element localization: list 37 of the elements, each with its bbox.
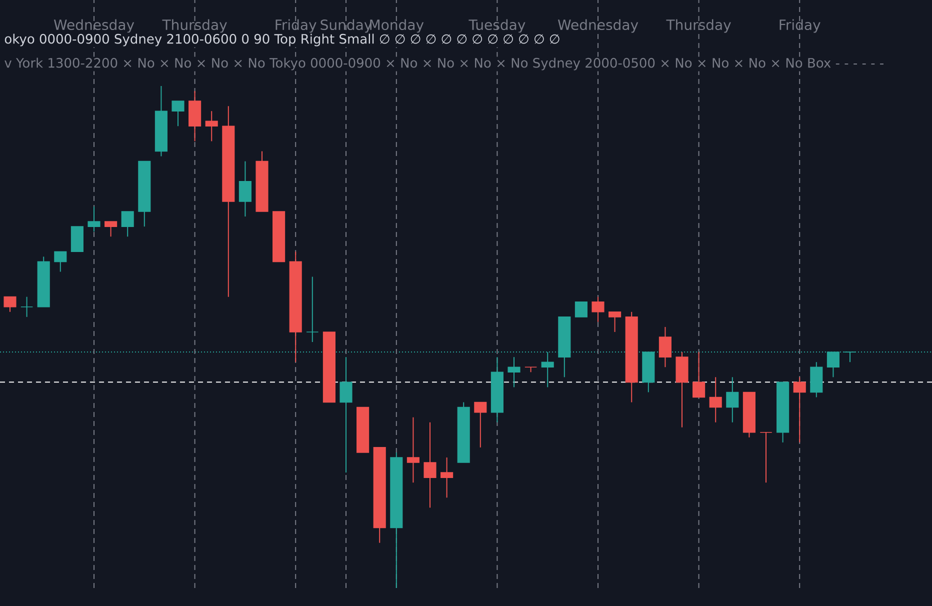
candlestick: [508, 356, 520, 388]
candlestick: [760, 432, 772, 484]
candlestick: [574, 301, 588, 318]
x-tick-label: Wednesday: [558, 19, 638, 33]
candlestick: [608, 311, 622, 332]
candlestick: [424, 422, 436, 508]
candlestick: [20, 296, 34, 318]
candlestick: [793, 376, 806, 443]
x-tick-label: Wednesday: [54, 19, 134, 33]
candlestick: [121, 210, 134, 238]
candlestick: [205, 110, 218, 142]
candlestick: [306, 276, 319, 343]
x-tick-label: Thursday: [666, 19, 731, 33]
candlestick: [54, 251, 67, 272]
candlestick: [692, 352, 706, 398]
x-tick-label: Friday: [276, 19, 316, 33]
candlestick: [474, 402, 487, 448]
candlestick: [238, 160, 252, 218]
candlestick: [4, 296, 16, 312]
candlestick: [104, 221, 118, 238]
candlestick: [658, 326, 672, 368]
candlestick: [340, 356, 352, 474]
candlestick: [406, 416, 420, 484]
x-tick-label: Sunday: [320, 19, 372, 33]
x-tick-label: Friday: [780, 19, 820, 33]
candlestick: [592, 296, 604, 322]
x-tick-label: Tuesday: [468, 19, 526, 33]
text: okyo 0000-0900 Sydney 2100-0600 0 90 Top Right Small ∅ ∅ ∅ ∅ ∅ ∅ ∅ ∅ ∅ ∅ ∅ ∅: [4, 34, 560, 46]
candlestick: [726, 376, 739, 423]
x-tick-label: Monday: [370, 19, 424, 33]
candlestick: [88, 206, 100, 232]
x-tick-label: Thursday: [162, 19, 227, 33]
text: v York 1300-2200 × No × No × No × No Tokyo 0000-0900 × No × No × No × No Sydney 2000-0500 × No × No × No × No Box - - - - - -: [4, 58, 884, 70]
candlestick: [440, 456, 454, 498]
candlestick: [709, 376, 722, 423]
candlestick: [524, 366, 538, 373]
candlestick: [172, 100, 184, 127]
